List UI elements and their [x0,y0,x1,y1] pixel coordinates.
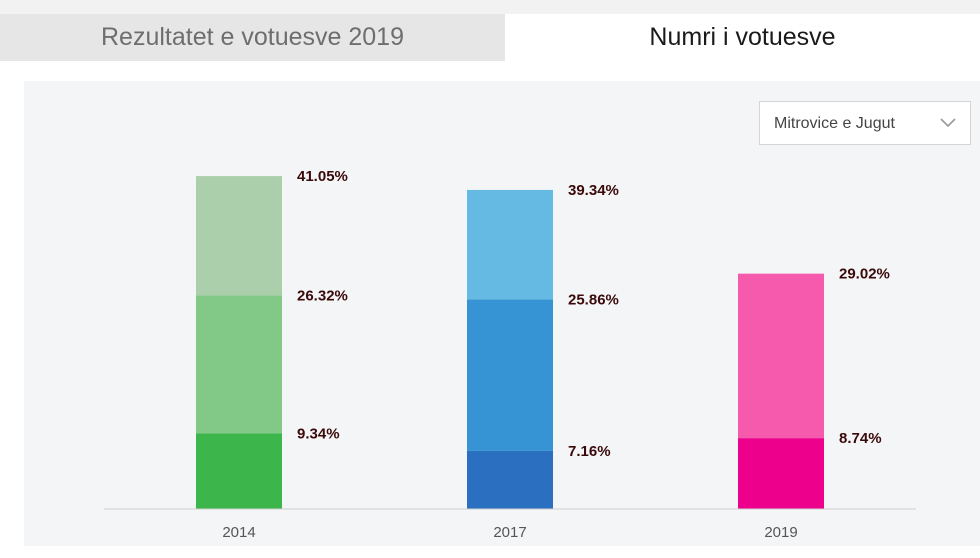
tab-voter-results-2019[interactable]: Rezultatet e votuesve 2019 [0,14,505,61]
bar-segment-2017-2 [467,189,553,300]
x-tick-label-2019: 2019 [764,524,797,541]
bar-segment-2014-1 [196,295,282,434]
x-tick-label-2014: 2014 [222,524,255,541]
data-label-2017-1: 25.86% [568,291,619,308]
bar-segment-2019-2 [738,273,824,439]
x-tick-label-2017: 2017 [493,524,526,541]
bar-segment-2017-0 [467,450,553,509]
bar-segment-2014-2 [196,176,282,296]
bar-segment-2019-0 [738,438,824,509]
bar-segment-2017-1 [467,299,553,451]
data-label-2017-0: 7.16% [568,443,611,460]
municipality-select-value: Mitrovice e Jugut [774,115,895,132]
tab-bar: Rezultatet e votuesve 2019 Numri i votue… [0,14,980,61]
municipality-select[interactable]: Mitrovice e Jugut [759,101,971,145]
data-label-2014-1: 26.32% [297,288,348,305]
bar-segment-2014-0 [196,433,282,509]
data-label-2014-0: 9.34% [297,425,340,442]
data-label-2019-2: 29.02% [839,266,890,283]
tab-voter-count[interactable]: Numri i votuesve [505,14,980,61]
data-label-2014-2: 41.05% [297,168,348,185]
chevron-down-icon [940,118,956,128]
data-label-2017-2: 39.34% [568,182,619,199]
data-label-2019-0: 8.74% [839,430,882,447]
